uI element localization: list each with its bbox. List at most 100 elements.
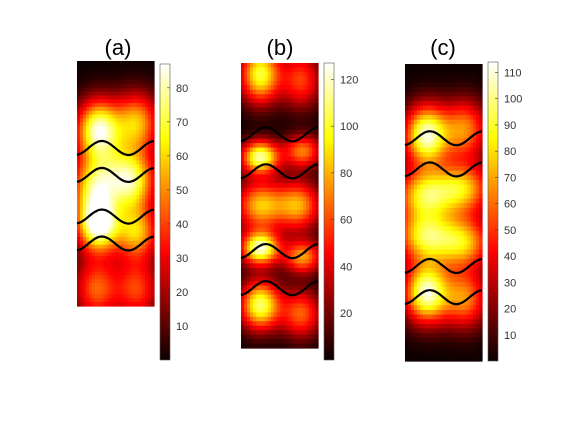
heatmap-cell [88,137,93,142]
heatmap-cell [473,231,477,237]
heatmap-cell [473,82,477,88]
heatmap-cell [241,94,245,100]
heatmap-cell [285,236,289,242]
heatmap-cell [479,347,483,353]
heatmap-cell [473,96,477,102]
heatmap-cell [94,129,99,135]
heatmap-cell [440,73,445,79]
heatmap-cell [303,89,307,95]
heatmap-cell [124,68,128,74]
heatmap-cell [405,156,409,163]
heatmap-cell [458,319,462,325]
heatmap-cell [77,210,81,215]
heatmap-cell [467,272,471,279]
heatmap-cell [148,187,152,192]
heatmap-cell [315,205,319,211]
heatmap-cell [434,286,439,292]
heatmap-cell [273,174,278,180]
heatmap-cell [94,156,99,162]
heatmap-cell [94,240,99,246]
heatmap-cell [124,149,128,154]
heatmap-cell [145,206,149,211]
heatmap-cell [106,164,111,169]
heatmap-cell [241,147,245,153]
heatmap-cell [145,267,149,273]
heatmap-cell [118,271,123,276]
heatmap-cell [130,198,134,204]
heatmap-cell [422,147,427,153]
heatmap-cell [270,76,275,82]
heatmap-cell [148,76,152,81]
heatmap-cell [270,71,275,77]
heatmap-cell [77,279,81,284]
heatmap-cell [294,125,298,131]
heatmap-cell [261,76,266,82]
heatmap-cell [270,169,275,175]
heatmap-cell [148,103,152,108]
heatmap-cell [431,300,436,306]
heatmap-cell [276,94,281,100]
heatmap-cell [91,279,96,284]
heatmap-cell [79,110,84,116]
heatmap-cell [285,227,289,233]
heatmap-cell [133,160,137,165]
heatmap-cell [282,223,287,229]
heatmap-cell [428,91,433,98]
heatmap-cell [270,80,275,86]
heatmap-cell [282,76,287,82]
heatmap-cell [121,183,125,188]
heatmap-cell [425,203,430,209]
heatmap-cell [422,133,427,139]
heatmap-cell [315,71,319,77]
heatmap-cell [241,89,245,95]
heatmap-cell [94,80,99,85]
heatmap-cell [479,64,483,70]
heatmap-cell [405,91,409,98]
heatmap-cell [303,178,307,184]
heatmap-cell [136,87,140,93]
heatmap-cell [413,161,418,167]
heatmap-cell [428,231,433,237]
heatmap-cell [312,67,316,73]
heatmap-cell [79,133,84,139]
heatmap-cell [416,217,421,223]
heatmap-cell [473,198,477,204]
heatmap-cell [282,258,287,264]
heatmap-cell [103,110,108,116]
heatmap-cell [425,91,430,98]
heatmap-cell [407,87,412,93]
heatmap-cell [437,175,442,181]
heatmap-cell [88,260,93,265]
heatmap-cell [261,116,266,122]
heatmap-cell [306,285,310,291]
heatmap-cell [118,72,123,77]
heatmap-cell [473,128,477,135]
heatmap-cell [258,183,263,189]
heatmap-cell [434,314,439,320]
heatmap-cell [291,169,295,175]
heatmap-cell [243,67,248,73]
heatmap-cell [434,296,439,302]
heatmap-cell [282,245,287,251]
heatmap-cell [85,225,90,231]
heatmap-cell [118,160,123,165]
heatmap-cell [82,252,87,257]
heatmap-cell [291,245,295,251]
heatmap-cell [273,76,278,82]
heatmap-cell [258,111,263,118]
heatmap-cell [252,316,257,322]
heatmap-cell [419,300,424,306]
heatmap-cell [440,212,445,218]
heatmap-cell [243,116,248,122]
heatmap-cell [145,217,149,223]
heatmap-cell [309,147,313,153]
heatmap-cell [476,138,480,144]
heatmap-cell [261,80,266,86]
heatmap-cell [88,99,93,104]
heatmap-cell [443,184,448,190]
heatmap-cell [264,143,269,149]
heatmap-cell [419,244,424,251]
heatmap-cell [142,286,146,292]
heatmap-cell [103,168,108,173]
heatmap-cell [422,166,427,172]
